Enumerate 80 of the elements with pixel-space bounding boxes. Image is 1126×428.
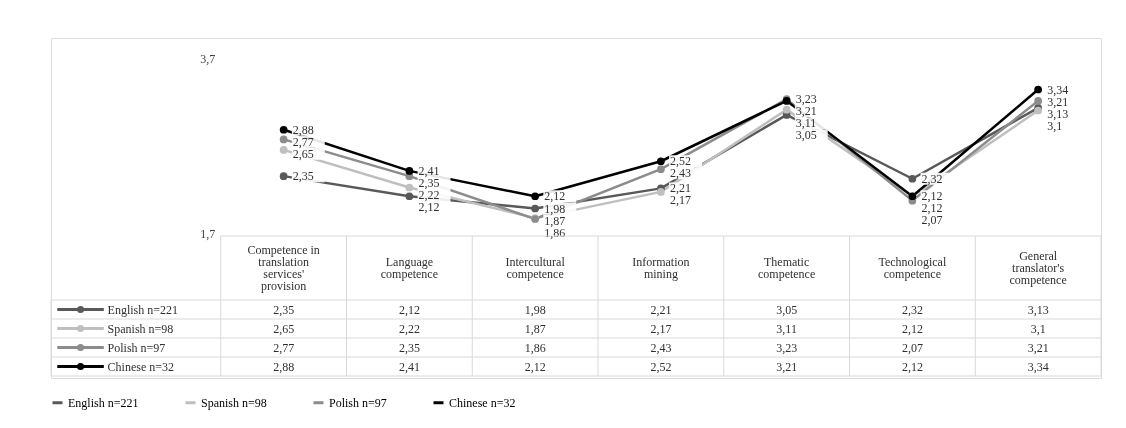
y-tick-label: 3,7	[200, 51, 216, 66]
point	[1034, 85, 1042, 94]
point	[908, 174, 917, 183]
text: 1,98	[544, 201, 566, 216]
data-label: 3,13	[1027, 302, 1049, 317]
text: 2,17	[669, 193, 691, 208]
text: 3,23	[795, 92, 817, 107]
data-label: 2,12	[901, 359, 923, 374]
text: English n=221	[68, 395, 139, 410]
text: 3,05	[795, 128, 817, 143]
text: 2,12	[544, 189, 566, 204]
text: 2,35	[418, 175, 440, 190]
data-label: 2,12	[901, 321, 923, 336]
data-label: 3,23	[776, 340, 798, 355]
text: 2,12	[921, 201, 943, 216]
data-label: 2,35	[398, 340, 420, 355]
x-tick-label: Competence in translation services' provision	[247, 243, 320, 293]
x-tick-label: Technological competence	[878, 255, 947, 281]
text: 2,12	[921, 189, 943, 204]
data-label: 3,1	[1030, 321, 1046, 336]
x-tick-label: Language competence	[380, 255, 439, 281]
point	[405, 192, 414, 201]
data-label: 2,41	[398, 359, 420, 374]
text: 3,11	[795, 116, 817, 131]
text: Spanish n=98	[201, 395, 267, 410]
text: 2,43	[669, 166, 691, 181]
data-label: 2,32	[901, 302, 923, 317]
point	[782, 105, 791, 114]
legend-label: Spanish n=98	[107, 321, 174, 336]
data-label: 3,11	[776, 321, 797, 336]
point	[405, 167, 414, 175]
text: Chinese n=32	[449, 395, 516, 410]
point	[279, 135, 288, 144]
point	[657, 165, 665, 173]
data-label: 2,52	[650, 359, 672, 374]
point	[531, 204, 539, 213]
x-tick-label: Thematic competence	[757, 255, 816, 281]
data-label: 2,22	[398, 321, 420, 336]
data-label: 2,12	[524, 359, 546, 374]
text: 2,21	[669, 181, 691, 196]
text: 2,07	[921, 213, 943, 228]
text: Polish n=97	[329, 395, 387, 410]
data-label: 3,21	[1027, 340, 1049, 355]
data-label: 2,21	[650, 302, 672, 317]
data-label: 1,87	[524, 321, 546, 336]
y-tick-label: 1,7	[200, 226, 216, 241]
data-label: 1,98	[524, 302, 546, 317]
x-tick-label: Information mining	[632, 255, 690, 281]
text: 2,88	[292, 122, 314, 137]
point	[1034, 97, 1042, 105]
point	[531, 192, 539, 201]
point	[657, 188, 665, 196]
point	[657, 157, 665, 166]
text: 3,34	[1047, 82, 1069, 97]
data-label: 2,12	[398, 302, 420, 317]
point	[279, 172, 288, 180]
legend-label: Chinese n=32	[107, 359, 175, 374]
legend-label: English n=221	[107, 302, 179, 317]
data-label: 3,21	[776, 359, 798, 374]
data-label: 2,35	[273, 302, 295, 317]
x-tick-label: Intercultural competence	[505, 255, 566, 281]
data-label: 3,05	[776, 302, 798, 317]
data-label: 3,34	[1027, 359, 1049, 374]
data-label: 2,88	[273, 359, 295, 374]
x-tick-label: General translator's competence	[1009, 249, 1067, 287]
text: 2,41	[418, 163, 440, 178]
text: 3,21	[795, 104, 817, 119]
text: 2,32	[921, 171, 943, 186]
data-label: 2,17	[650, 321, 672, 336]
text: 2,35	[292, 169, 314, 184]
data-label: 2,43	[650, 340, 672, 355]
legend-label: Polish n=97	[107, 340, 166, 355]
data-label: 2,65	[273, 321, 295, 336]
data-label: 1,86	[524, 340, 546, 355]
data-label: 2,07	[901, 340, 923, 355]
point	[279, 125, 288, 134]
data-label: 2,77	[273, 340, 295, 355]
text: 2,52	[669, 154, 691, 169]
point	[405, 183, 414, 192]
point	[279, 146, 288, 154]
